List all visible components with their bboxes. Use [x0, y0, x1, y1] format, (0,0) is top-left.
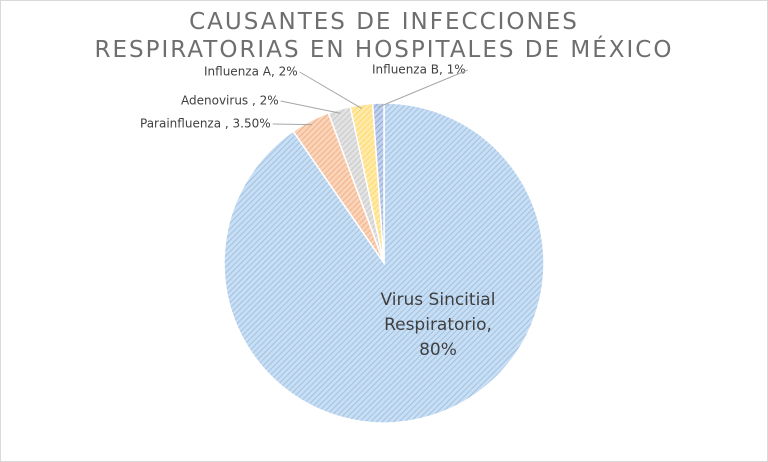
data-label: Adenovirus , 2% [181, 94, 279, 108]
pie-slice [371, 102, 385, 264]
leader-line [272, 123, 313, 126]
leader-line [299, 71, 363, 110]
data-label: Influenza A, 2% [204, 65, 298, 79]
leader-line [378, 69, 468, 108]
data-label: Virus Sincitial Respiratorio, 80% [381, 290, 496, 360]
chart-title: CAUSANTES DE INFECCIONES RESPIRATORIAS EN… [95, 9, 674, 63]
data-label: Parainfluenza , 3.50% [140, 117, 271, 131]
data-label: Influenza B, 1% [372, 63, 466, 77]
leader-line [280, 100, 341, 114]
